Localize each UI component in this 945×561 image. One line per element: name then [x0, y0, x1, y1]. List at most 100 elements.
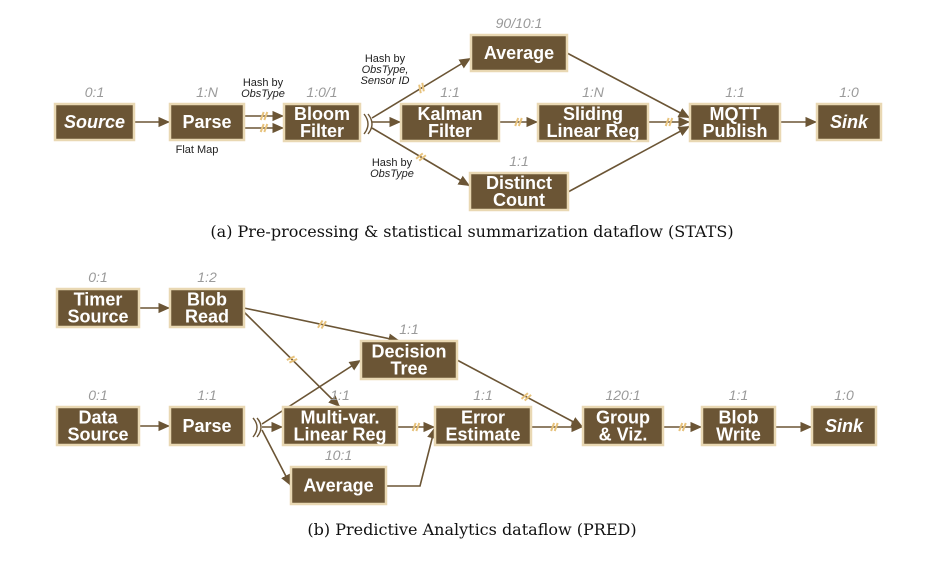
annotation-hash-obstype-2-1: ObsType: [370, 168, 414, 180]
node-label-sliding-0: Sliding: [563, 104, 623, 124]
node-box-mqtt: [688, 102, 782, 143]
node-label-datasrc-1: Source: [67, 425, 128, 445]
node-box-err: [433, 405, 533, 447]
node-label-mlr-1: Linear Reg: [293, 425, 386, 445]
node-ratio-parse2: 1:1: [197, 387, 216, 403]
node-label-blobread-0: Blob: [187, 290, 227, 310]
node-parse: Parse 1:N: [168, 84, 246, 142]
node-box-avg2: [289, 465, 388, 506]
node-box-parse2: [168, 405, 246, 447]
node-source: Source 0:1: [53, 84, 136, 142]
node-label-blobread-1: Read: [185, 307, 229, 327]
edge-tick-blobread-mlr-0-1: [288, 358, 298, 364]
edge-blobread-to-mlr: [243, 311, 341, 408]
node-ratio-parse: 1:N: [196, 84, 219, 100]
node-ratio-group: 120:1: [605, 387, 640, 403]
node-label-group-0: Group: [596, 408, 650, 428]
node-label-avg2-0: Average: [303, 476, 373, 496]
edge-dtree-to-group: [456, 359, 584, 428]
annotation-hash-obstype-1-0: Hash by: [243, 77, 284, 89]
annotation-hash-sensor-0: Hash by: [365, 53, 406, 65]
node-ratio-average: 90/10:1: [496, 15, 543, 31]
annotation-hash-sensor-2: Sensor ID: [361, 75, 410, 87]
node-box-kalman: [399, 102, 501, 143]
edge-tick-dtree-group-0-1: [524, 394, 532, 402]
edge-tick-bloom-average-0-0: [418, 84, 422, 94]
node-label-blobwrite-1: Write: [716, 425, 761, 445]
edge-tick-err-group-0-1: [553, 422, 559, 432]
edge-tick-mlr-err-0-1: [415, 422, 421, 432]
node-ratio-avg2: 10:1: [325, 447, 352, 463]
node-box-group: [581, 405, 665, 447]
node-box-source: [53, 102, 136, 142]
node-label-err-1: Estimate: [445, 425, 520, 445]
node-box-sink2: [810, 405, 878, 447]
edge-tick-blobread-mlr-0-0: [286, 355, 296, 361]
node-box-blobread: [168, 287, 246, 329]
edge-bloom-to-distinct: [371, 127, 471, 187]
edge-tick-bloom-average-0-1: [421, 82, 425, 92]
node-box-mlr: [281, 405, 399, 447]
node-label-err-0: Error: [461, 408, 505, 428]
node-sink2: Sink 1:0: [810, 387, 878, 447]
node-ratio-mqtt: 1:1: [725, 84, 744, 100]
annotation-hash-obstype-1-1: ObsType: [241, 88, 285, 100]
node-ratio-sink: 1:0: [839, 84, 859, 100]
node-label-distinct-0: Distinct: [486, 173, 552, 193]
node-box-average: [469, 33, 569, 73]
node-box-parse: [168, 102, 246, 142]
node-sink: Sink 1:0: [815, 84, 883, 142]
edge-tick-bloom-distinct-0-0: [415, 152, 424, 160]
edge-parse2-to-dtree: [261, 359, 362, 425]
node-box-blobwrite: [700, 405, 777, 447]
partition-markers: [252, 113, 373, 438]
edge-tick-group-blobwrite-0-1: [681, 422, 687, 432]
node-ratio-mlr: 1:1: [330, 387, 349, 403]
node-parse2: Parse 1:1: [168, 387, 246, 447]
edge-tick-err-group-0-0: [550, 422, 556, 432]
node-label-sliding-1: Linear Reg: [546, 121, 639, 141]
node-label-kalman-1: Filter: [428, 121, 472, 141]
edge-tick-blobread-dtree-0-1: [320, 320, 327, 330]
edge-parse2-to-avg2: [261, 429, 292, 487]
node-box-dtree: [359, 339, 459, 381]
node-label-distinct-1: Count: [493, 190, 545, 210]
node-label-source-0: Source: [64, 112, 125, 132]
annotation-flat-map-0: Flat Map: [176, 144, 219, 156]
edge-tick-mlr-err-0-0: [411, 422, 417, 432]
edge-tick-parse-bloom-0-1: [263, 111, 269, 121]
node-ratio-distinct: 1:1: [509, 153, 528, 169]
edge-tick-dtree-group-0-0: [520, 392, 529, 400]
annotation-hash-sensor-1: ObsType,: [362, 64, 409, 76]
node-ratio-blobwrite: 1:1: [729, 387, 748, 403]
edge-tick-parse-bloom-0-0: [259, 123, 265, 133]
node-label-parse2-0: Parse: [182, 416, 231, 436]
node-ratio-source: 0:1: [85, 84, 104, 100]
node-label-timer-0: Timer: [74, 290, 123, 310]
node-mlr: Multi-var.Linear Reg 1:1: [281, 387, 399, 447]
edge-bloom-to-average: [371, 57, 472, 119]
node-label-bloom-0: Bloom: [294, 104, 350, 124]
node-ratio-sliding: 1:N: [582, 84, 605, 100]
node-group: Group& Viz. 120:1: [581, 387, 665, 447]
node-label-sink-0: Sink: [830, 112, 869, 132]
node-label-group-1: & Viz.: [599, 425, 648, 445]
node-label-parse-0: Parse: [182, 112, 231, 132]
node-ratio-kalman: 1:1: [440, 84, 459, 100]
edge-tick-parse-bloom-0-1: [263, 123, 269, 133]
node-ratio-bloom: 1:0/1: [306, 84, 337, 100]
node-label-bloom-1: Filter: [300, 121, 344, 141]
edge-tick-parse-bloom-0-0: [259, 111, 265, 121]
node-box-distinct: [468, 171, 570, 212]
node-label-timer-1: Source: [67, 307, 128, 327]
edge-avg2-to-err: [386, 426, 438, 487]
node-label-dtree-0: Decision: [371, 342, 446, 362]
node-box-timer: [55, 287, 141, 329]
